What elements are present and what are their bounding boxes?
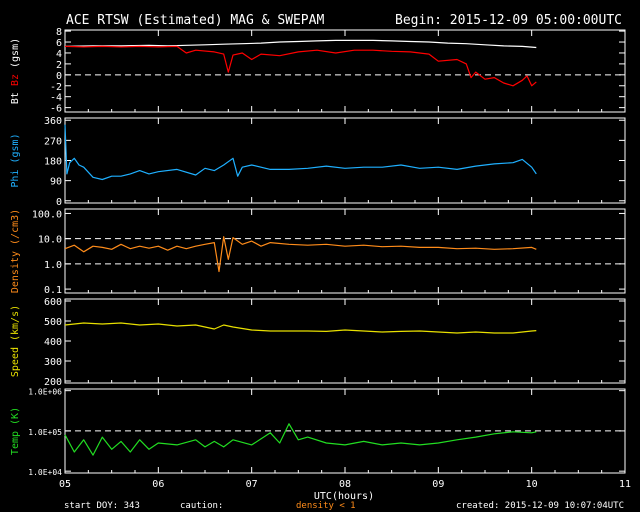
x-tick-label: 10 (526, 479, 538, 490)
temp-y-label: Temp (K) (10, 407, 21, 455)
density-y-tick-label: 100.0 (32, 209, 62, 220)
mag-frame (64, 29, 626, 113)
speed-series-speed (64, 322, 537, 334)
temp-panel: 1.0E+06 1.0E+05 1.0E+04 Temp (K) (10, 388, 626, 477)
phi-y-tick-label: 90 (50, 177, 62, 188)
mag-y-label: Bt Bz (gsm) (10, 38, 21, 104)
phi-y-label: Phi (gsm) (10, 133, 21, 187)
speed-y-tick-label: 200 (44, 377, 62, 388)
phi-y-tick-label: 0 (56, 197, 62, 208)
mag-y-tick-label: -4 (50, 93, 62, 104)
x-tick-label: 06 (152, 479, 164, 490)
density-series-density (64, 236, 537, 273)
chart-title: ACE RTSW (Estimated) MAG & SWEPAM (66, 13, 324, 28)
mag-y-label-part: (gsm) (10, 38, 21, 74)
phi-y-tick-label: 270 (44, 136, 62, 147)
mag-y-tick-label: 0 (56, 71, 62, 82)
temp-y-tick-label: 1.0E+04 (28, 468, 62, 477)
mag-y-tick-label: 6 (56, 38, 62, 49)
phi-y-tick-label: 360 (44, 116, 62, 127)
speed-y-tick-label: 300 (44, 357, 62, 368)
speed-y-tick-label: 600 (44, 297, 62, 308)
density-y-tick-label: 10.0 (38, 235, 62, 246)
phi-frame (64, 117, 626, 204)
mag-series-bz (64, 45, 537, 87)
density-caution-note: density < 1 (296, 501, 356, 511)
speed-panel: 600 500 400 300 200 Speed (km/s) (10, 297, 626, 388)
mag-y-label-part: Bz (10, 74, 21, 92)
density-frame (64, 208, 626, 294)
mag-y-tick-label: -6 (50, 104, 62, 115)
mag-y-tick-label: -2 (50, 82, 62, 93)
density-y-tick-label: 1.0 (44, 260, 62, 271)
mag-y-tick-label: 2 (56, 60, 62, 71)
x-tick-label: 05 (59, 479, 71, 490)
caution-label: caution: (180, 501, 223, 511)
density-y-tick-label: 0.1 (44, 285, 62, 296)
phi-y-tick-label: 180 (44, 157, 62, 168)
temp-y-tick-label: 1.0E+06 (28, 388, 62, 397)
x-tick-label: 08 (339, 479, 351, 490)
density-y-label: Density (/cm3) (10, 209, 21, 293)
x-tick-label: 09 (432, 479, 444, 490)
temp-series-temp (64, 423, 537, 456)
phi-series-phi (64, 124, 537, 181)
created-time: created: 2015-12-09 10:07:04UTC (456, 501, 624, 511)
begin-time: Begin: 2015-12-09 05:00:00UTC (395, 13, 622, 28)
temp-y-tick-label: 1.0E+05 (28, 428, 62, 437)
mag-y-tick-label: 4 (56, 49, 62, 60)
density-panel: 100.0 10.0 1.0 0.1 Density (/cm3) (10, 208, 626, 296)
mag-y-label-part: Bt (10, 92, 21, 104)
x-tick-label: 11 (619, 479, 631, 490)
phi-panel: 360 270 180 90 0 Phi (gsm) (10, 116, 626, 208)
x-axis-label: UTC(hours) (314, 491, 374, 502)
mag-y-tick-label: 8 (56, 27, 62, 38)
mag-series-bt (64, 39, 537, 49)
x-tick-label: 07 (246, 479, 258, 490)
speed-y-tick-label: 400 (44, 337, 62, 348)
speed-frame (64, 298, 626, 384)
start-doy: start DOY: 343 (64, 501, 140, 511)
speed-y-label: Speed (km/s) (10, 305, 21, 377)
speed-y-tick-label: 500 (44, 317, 62, 328)
